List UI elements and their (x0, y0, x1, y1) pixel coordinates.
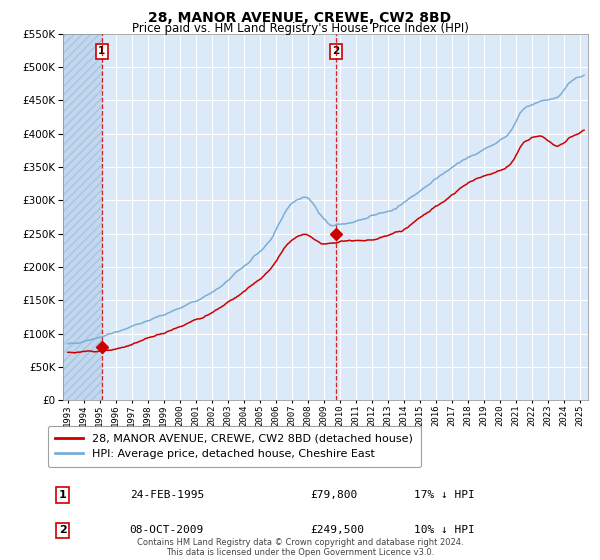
Text: 1: 1 (59, 490, 67, 500)
Text: 24-FEB-1995: 24-FEB-1995 (130, 490, 204, 500)
Text: 2: 2 (332, 46, 340, 57)
Legend: 28, MANOR AVENUE, CREWE, CW2 8BD (detached house), HPI: Average price, detached : 28, MANOR AVENUE, CREWE, CW2 8BD (detach… (47, 426, 421, 467)
Bar (63, 34, 102, 400)
Text: £249,500: £249,500 (310, 525, 364, 535)
Text: 1: 1 (98, 46, 106, 57)
Text: 08-OCT-2009: 08-OCT-2009 (130, 525, 204, 535)
Text: Contains HM Land Registry data © Crown copyright and database right 2024.
This d: Contains HM Land Registry data © Crown c… (137, 538, 463, 557)
Text: 10% ↓ HPI: 10% ↓ HPI (413, 525, 474, 535)
Text: Price paid vs. HM Land Registry's House Price Index (HPI): Price paid vs. HM Land Registry's House … (131, 22, 469, 35)
Text: 17% ↓ HPI: 17% ↓ HPI (413, 490, 474, 500)
Text: 2: 2 (59, 525, 67, 535)
Text: £79,800: £79,800 (310, 490, 358, 500)
Text: 28, MANOR AVENUE, CREWE, CW2 8BD: 28, MANOR AVENUE, CREWE, CW2 8BD (148, 11, 452, 25)
